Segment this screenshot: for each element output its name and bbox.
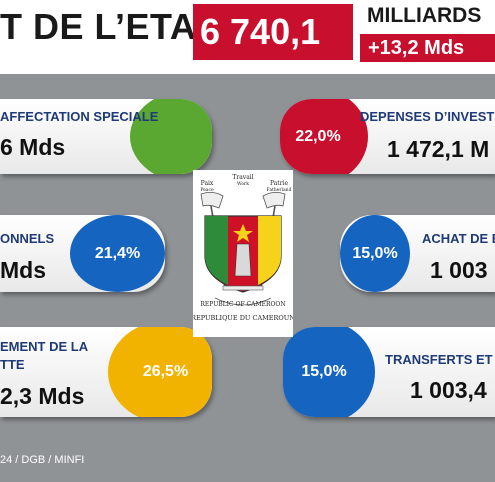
motto-left: Paix	[201, 180, 214, 187]
motto-en-right: Fatherland	[267, 187, 292, 193]
percent-badge: 26,5%	[108, 327, 212, 417]
card-value: 2,3 Mds	[0, 383, 85, 409]
green-segment	[130, 99, 212, 174]
percent-badge: 15,0%	[283, 327, 375, 417]
card-value: 1 003,4	[410, 377, 487, 403]
motto-en-left: Peace	[200, 187, 214, 193]
coat-of-arms-icon: Travail Work Paix Peace Patrie Fatherlan…	[191, 174, 295, 322]
motto-top: Travail	[232, 174, 253, 181]
delta-box	[360, 34, 495, 62]
card-achat: 15,0% ACHAT DE B 1 003	[340, 215, 495, 292]
card-fonctionnement: EMENT DE LA TTE 2,3 Mds 26,5%	[0, 327, 212, 417]
percent-badge: 22,0%	[280, 99, 368, 174]
total-delta: +13,2 Mds	[368, 37, 465, 59]
card-value: Mds	[0, 257, 46, 283]
card-label: TRANSFERTS ET	[385, 352, 493, 367]
card-label: ONNELS	[0, 231, 55, 246]
card-label: ACHAT DE B	[422, 231, 495, 246]
coat-of-arms: Travail Work Paix Peace Patrie Fatherlan…	[191, 170, 295, 337]
card-label-line2: TTE	[0, 357, 25, 372]
total-unit: MILLIARDS	[367, 4, 482, 27]
card-personnels: ONNELS Mds 21,4%	[0, 215, 165, 292]
card-label: AFFECTATION SPECIALE	[0, 109, 159, 124]
card-label-line1: EMENT DE LA	[0, 339, 89, 354]
card-affectation-speciale: AFFECTATION SPECIALE 6 Mds	[0, 99, 212, 174]
republic-fr: REPUBLIQUE DU CAMEROUN	[193, 314, 293, 322]
page-title: T DE L’ETAT	[0, 6, 217, 47]
total-box	[193, 4, 353, 60]
card-value: 1 472,1 M	[387, 136, 490, 162]
republic-en: REPUBLIC OF CAMEROON	[200, 301, 285, 308]
percent-badge: 15,0%	[340, 215, 410, 292]
card-value: 6 Mds	[0, 134, 66, 160]
card-depenses-investissement: 22,0% DEPENSES D’INVEST 1 472,1 M	[280, 99, 495, 174]
total-value: 6 740,1	[200, 11, 321, 52]
card-label: DEPENSES D’INVEST	[360, 109, 495, 124]
percent-badge: 21,4%	[70, 215, 165, 292]
card-value: 1 003	[430, 257, 488, 283]
source-footer: 24 / DGB / MINFI	[0, 454, 85, 466]
motto-right: Patrie	[270, 180, 289, 187]
card-transferts: 15,0% TRANSFERTS ET 1 003,4	[283, 327, 495, 417]
motto-en-top: Work	[237, 181, 249, 187]
